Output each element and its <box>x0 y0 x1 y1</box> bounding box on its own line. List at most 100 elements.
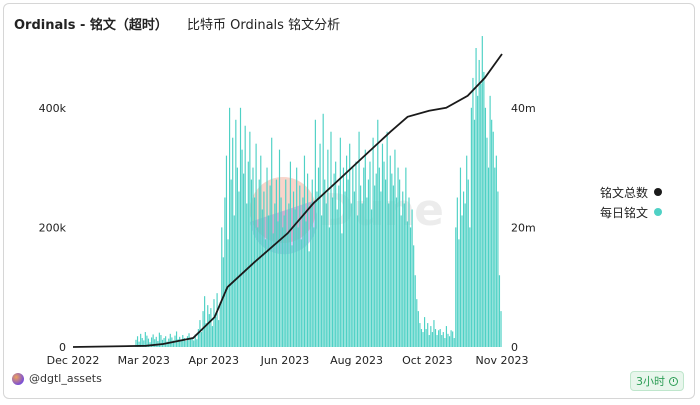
bar <box>466 155 468 347</box>
bar <box>419 323 421 347</box>
bar <box>291 245 293 347</box>
bar <box>464 203 466 347</box>
bar <box>289 161 292 347</box>
bar <box>177 339 179 347</box>
bar <box>147 338 150 347</box>
bar <box>136 336 139 347</box>
bar <box>385 179 387 347</box>
bar <box>494 167 496 347</box>
bar <box>199 320 201 347</box>
bar <box>470 107 472 347</box>
bar <box>186 336 189 347</box>
bar <box>403 203 405 347</box>
bar <box>175 331 178 347</box>
bar <box>333 173 335 347</box>
x-tick-label: Mar 2023 <box>118 354 170 367</box>
bar <box>271 137 273 347</box>
bar <box>241 149 243 347</box>
bar <box>236 167 238 347</box>
bar <box>400 215 402 347</box>
bar <box>277 221 279 347</box>
cumulative-line <box>72 53 503 348</box>
author-link[interactable]: @dgtl_assets <box>12 372 102 385</box>
bar <box>360 185 362 347</box>
bar <box>486 137 488 347</box>
bar <box>182 335 184 347</box>
bar <box>424 317 426 347</box>
bar <box>196 339 198 347</box>
bar <box>469 227 471 347</box>
bar <box>339 137 341 347</box>
bar <box>328 227 331 347</box>
x-tick-label: Dec 2022 <box>47 354 100 367</box>
bar <box>459 167 462 347</box>
bar <box>180 339 182 347</box>
legend-item-daily[interactable]: 每日铭文 <box>600 202 663 222</box>
bar <box>425 329 427 347</box>
bar <box>458 239 460 347</box>
bar <box>188 333 190 347</box>
bar <box>316 191 318 347</box>
bar <box>344 191 346 347</box>
x-tick-label: Aug 2023 <box>330 354 383 367</box>
bar <box>409 227 412 347</box>
bar <box>389 155 391 347</box>
bar <box>246 203 248 347</box>
bar <box>227 239 229 347</box>
bar <box>447 333 449 347</box>
bar <box>414 275 416 347</box>
bar <box>158 332 160 347</box>
bar <box>436 335 438 347</box>
bar <box>497 191 499 347</box>
bar <box>243 173 245 347</box>
bar <box>138 341 140 347</box>
bar <box>491 119 493 347</box>
bar <box>456 197 458 347</box>
bar <box>391 173 393 347</box>
bar <box>310 203 312 347</box>
bar <box>374 185 376 347</box>
avatar-icon <box>12 372 24 385</box>
bar <box>250 179 253 347</box>
bar <box>380 191 382 347</box>
bar <box>280 197 282 347</box>
bar <box>322 113 324 347</box>
bar <box>330 131 332 347</box>
bar <box>408 197 410 347</box>
bar <box>472 77 474 348</box>
bar <box>222 257 224 347</box>
bar <box>146 335 148 347</box>
bar <box>314 119 316 347</box>
bar <box>388 203 390 347</box>
legend-dot-total <box>654 188 663 196</box>
bar <box>336 209 338 347</box>
bar <box>183 338 185 347</box>
bar <box>230 179 232 347</box>
bar <box>492 131 494 347</box>
bar <box>377 119 379 347</box>
bar <box>480 83 482 347</box>
bar <box>208 314 210 347</box>
bar <box>484 107 487 347</box>
bar <box>489 95 491 347</box>
bar <box>268 215 270 347</box>
bar <box>218 320 220 347</box>
bar <box>417 311 419 347</box>
bar <box>169 333 171 347</box>
bar <box>305 221 307 347</box>
refresh-badge[interactable]: 3小时 <box>630 371 684 391</box>
bar <box>204 296 206 347</box>
bar <box>152 334 154 347</box>
bar <box>498 275 501 347</box>
legend: 铭文总数 每日铭文 <box>600 182 663 222</box>
bar <box>185 341 187 347</box>
bar <box>193 340 195 347</box>
bar <box>274 203 276 347</box>
bar <box>151 337 153 347</box>
clock-icon <box>669 376 678 386</box>
bar <box>438 330 440 347</box>
bar <box>363 167 365 347</box>
bar <box>455 227 457 347</box>
legend-item-total[interactable]: 铭文总数 <box>600 182 663 202</box>
bar <box>395 197 398 347</box>
